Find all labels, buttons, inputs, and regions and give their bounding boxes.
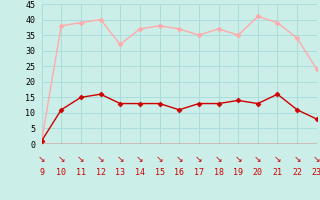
Text: 18: 18 <box>213 168 223 177</box>
Text: ↘: ↘ <box>58 155 65 164</box>
Text: 9: 9 <box>39 168 44 177</box>
Text: ↘: ↘ <box>195 155 203 164</box>
Text: ↘: ↘ <box>116 155 124 164</box>
Text: 12: 12 <box>96 168 106 177</box>
Text: ↘: ↘ <box>97 155 104 164</box>
Text: ↘: ↘ <box>254 155 261 164</box>
Text: 14: 14 <box>135 168 145 177</box>
Text: 22: 22 <box>292 168 302 177</box>
Text: ↘: ↘ <box>175 155 183 164</box>
Text: ↘: ↘ <box>77 155 85 164</box>
Text: 21: 21 <box>273 168 283 177</box>
Text: 16: 16 <box>174 168 184 177</box>
Text: 11: 11 <box>76 168 86 177</box>
Text: 15: 15 <box>155 168 164 177</box>
Text: 23: 23 <box>312 168 320 177</box>
Text: 10: 10 <box>56 168 66 177</box>
Text: ↘: ↘ <box>136 155 144 164</box>
Text: ↘: ↘ <box>313 155 320 164</box>
Text: ↘: ↘ <box>156 155 163 164</box>
Text: ↘: ↘ <box>235 155 242 164</box>
Text: 20: 20 <box>253 168 263 177</box>
Text: 19: 19 <box>233 168 243 177</box>
Text: ↘: ↘ <box>293 155 301 164</box>
Text: ↘: ↘ <box>215 155 222 164</box>
Text: ↘: ↘ <box>38 155 45 164</box>
Text: 13: 13 <box>115 168 125 177</box>
Text: ↘: ↘ <box>274 155 281 164</box>
Text: 17: 17 <box>194 168 204 177</box>
